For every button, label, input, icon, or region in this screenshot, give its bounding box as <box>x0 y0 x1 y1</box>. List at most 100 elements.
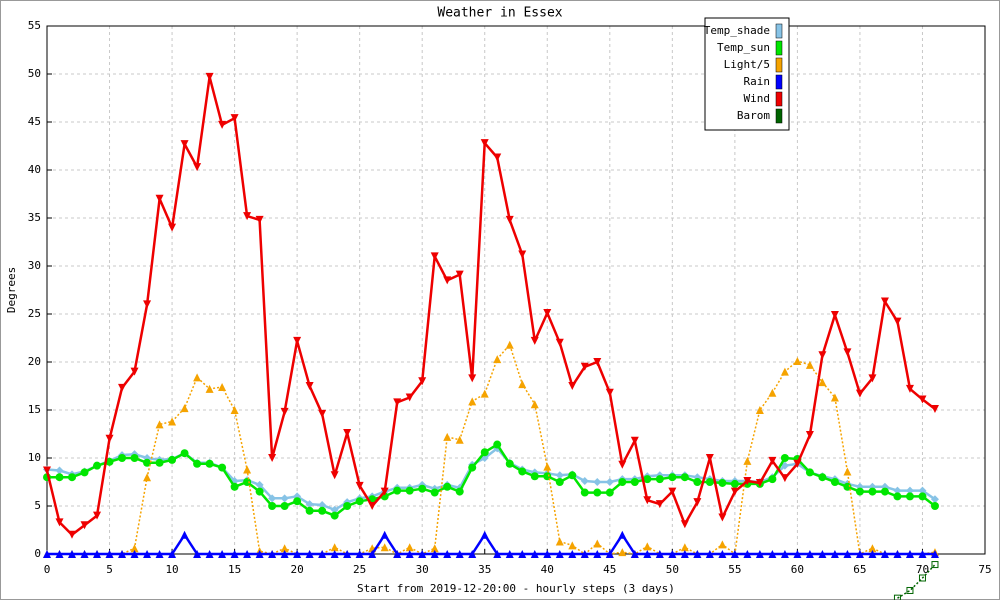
marker <box>930 502 939 510</box>
legend-label: Temp_shade <box>704 24 770 37</box>
marker <box>155 550 164 558</box>
marker <box>918 574 926 582</box>
x-tick-label: 60 <box>791 563 804 576</box>
marker <box>105 457 114 466</box>
marker <box>605 550 614 558</box>
marker <box>530 550 539 558</box>
marker <box>193 163 202 172</box>
legend-swatch <box>775 57 783 73</box>
marker <box>455 487 464 496</box>
marker <box>305 500 314 509</box>
marker <box>143 300 152 309</box>
marker <box>518 380 527 389</box>
marker <box>43 466 51 475</box>
y-axis-label: Degrees <box>5 267 18 313</box>
marker <box>705 478 714 486</box>
marker <box>505 340 514 349</box>
x-tick-label: 40 <box>541 563 554 576</box>
marker <box>193 550 202 558</box>
marker <box>618 478 627 486</box>
marker <box>393 486 402 495</box>
marker <box>330 505 339 514</box>
marker <box>280 494 289 503</box>
marker <box>405 486 414 495</box>
marker <box>480 139 489 148</box>
x-axis-label: Start from 2019-12-20:00 - hourly steps … <box>357 582 675 595</box>
marker <box>893 594 901 600</box>
marker <box>80 468 89 477</box>
marker <box>368 550 377 558</box>
marker <box>255 487 264 496</box>
marker <box>530 472 539 481</box>
marker <box>605 488 614 497</box>
marker <box>305 382 314 390</box>
marker <box>918 550 927 558</box>
x-tick-label: 50 <box>666 563 679 576</box>
marker <box>780 454 789 462</box>
marker <box>55 466 64 475</box>
marker <box>143 473 152 482</box>
marker <box>593 478 602 486</box>
marker <box>130 454 139 462</box>
marker <box>643 496 652 505</box>
marker <box>843 482 852 491</box>
marker <box>205 459 214 468</box>
marker <box>693 550 702 558</box>
x-tick-label: 35 <box>478 563 491 576</box>
legend-label: Wind <box>744 92 771 105</box>
marker <box>443 550 452 558</box>
marker <box>643 542 652 551</box>
marker <box>268 494 277 503</box>
marker <box>443 482 452 491</box>
marker <box>505 459 514 468</box>
marker <box>893 486 902 495</box>
marker <box>593 539 602 548</box>
marker <box>480 530 489 539</box>
marker <box>555 550 564 558</box>
marker <box>218 550 227 558</box>
marker <box>243 478 252 486</box>
marker <box>180 449 189 458</box>
marker <box>555 338 564 347</box>
marker <box>368 502 377 510</box>
marker <box>393 550 402 558</box>
marker <box>730 487 739 496</box>
marker <box>880 297 889 306</box>
marker <box>906 586 914 594</box>
marker <box>918 395 927 404</box>
marker <box>180 530 189 539</box>
marker <box>668 487 677 496</box>
marker <box>568 541 577 550</box>
marker <box>605 478 614 486</box>
marker <box>930 405 939 414</box>
marker <box>805 360 814 369</box>
marker <box>343 429 352 438</box>
marker <box>205 72 214 81</box>
marker <box>543 472 552 481</box>
marker <box>180 404 189 413</box>
marker <box>55 473 64 482</box>
y-tick-label: 40 <box>28 163 41 176</box>
marker <box>155 458 164 467</box>
marker <box>255 215 264 224</box>
marker <box>580 488 589 497</box>
marker <box>593 488 602 497</box>
marker <box>618 460 627 469</box>
marker <box>130 550 139 558</box>
x-tick-label: 15 <box>228 563 241 576</box>
marker <box>168 550 177 558</box>
marker <box>243 212 252 221</box>
marker <box>418 550 427 558</box>
y-tick-label: 0 <box>34 547 41 560</box>
x-tick-label: 30 <box>416 563 429 576</box>
marker <box>305 506 314 515</box>
marker <box>730 479 739 488</box>
marker <box>793 357 802 366</box>
x-tick-label: 20 <box>291 563 304 576</box>
marker <box>830 310 839 319</box>
marker <box>893 550 902 558</box>
marker <box>855 550 864 558</box>
marker <box>518 550 527 558</box>
marker <box>768 475 777 484</box>
